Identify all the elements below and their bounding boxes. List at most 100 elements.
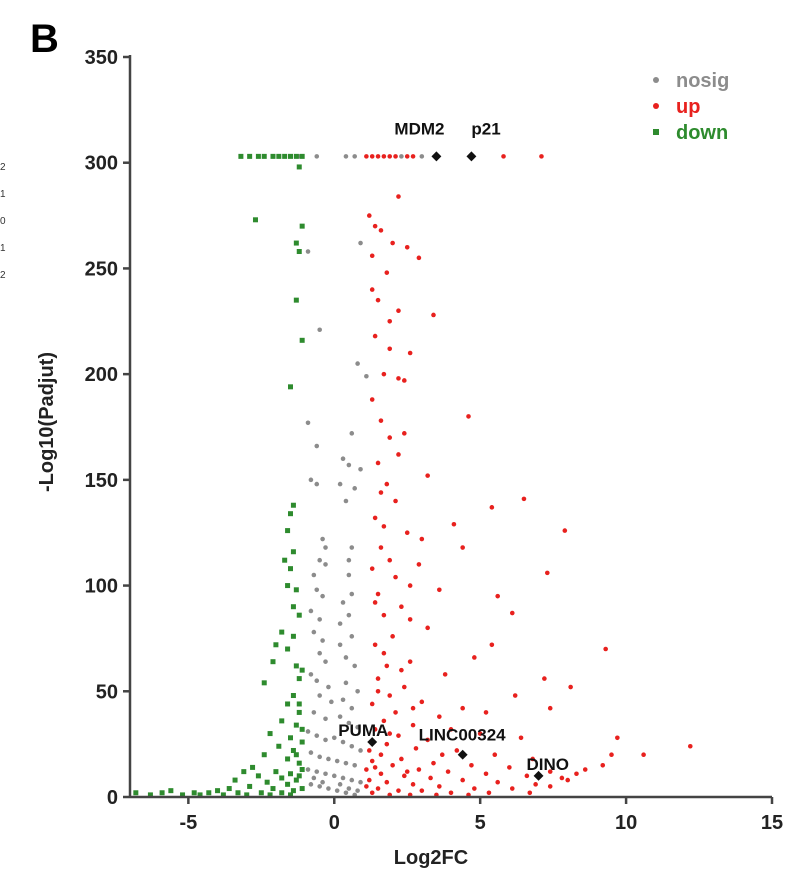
x-tick-label: 15	[761, 812, 783, 834]
data-point-down	[235, 790, 241, 796]
labeled-gene-point	[466, 151, 477, 162]
data-point-up	[416, 562, 422, 567]
gene-label: MDM2	[394, 119, 444, 138]
data-point-up	[387, 557, 393, 563]
data-point-up	[448, 727, 454, 732]
legend-label-up: up	[676, 96, 700, 118]
data-point-up	[495, 779, 500, 785]
data-point-nosig	[343, 680, 349, 686]
data-point-down	[168, 788, 174, 794]
data-point-nosig	[308, 608, 314, 614]
data-point-down	[279, 629, 285, 635]
data-point-down	[293, 722, 299, 728]
data-point-down	[270, 153, 276, 159]
data-point-up	[399, 604, 404, 610]
data-point-up	[609, 752, 614, 758]
data-point-up	[410, 154, 416, 159]
gene-label: DINO	[527, 755, 570, 774]
data-point-nosig	[343, 760, 349, 766]
data-point-down	[288, 735, 293, 741]
data-point-up	[364, 784, 369, 789]
data-point-up	[486, 790, 492, 796]
data-point-nosig	[314, 678, 320, 684]
data-point-down	[293, 297, 299, 303]
data-point-nosig	[352, 663, 358, 669]
data-point-nosig	[317, 617, 322, 622]
labeled-gene-point	[431, 151, 442, 162]
data-point-down	[206, 790, 212, 796]
data-point-down	[238, 153, 244, 159]
data-point-up	[372, 727, 378, 732]
data-point-nosig	[337, 621, 343, 626]
data-point-nosig	[308, 750, 314, 755]
data-point-nosig	[349, 705, 355, 711]
data-point-nosig	[331, 735, 337, 741]
side-marks: 2 1 0 1 2	[0, 162, 6, 281]
data-point-up	[545, 570, 550, 576]
legend-marker-up	[653, 103, 659, 109]
data-point-down	[255, 773, 261, 779]
data-point-down	[215, 788, 221, 794]
data-point-down	[264, 779, 270, 785]
data-point-down	[299, 667, 305, 673]
data-point-down	[288, 792, 293, 798]
data-point-down	[285, 781, 291, 787]
data-point-nosig	[343, 655, 349, 660]
data-point-down	[279, 775, 285, 781]
y-tick-label: 350	[85, 47, 118, 69]
data-point-up	[369, 253, 375, 259]
data-point-up	[402, 378, 407, 383]
data-point-nosig	[305, 249, 311, 254]
data-point-nosig	[340, 697, 346, 703]
data-point-up	[404, 154, 410, 159]
data-point-nosig	[337, 782, 343, 787]
data-point-up	[369, 758, 375, 764]
data-point-nosig	[331, 773, 337, 779]
data-point-up	[366, 213, 372, 218]
labeled-gene-point	[367, 737, 378, 747]
data-point-up	[437, 714, 442, 719]
data-point-up	[562, 528, 568, 533]
data-point-up	[495, 593, 500, 599]
data-point-down	[159, 790, 165, 796]
data-point-up	[372, 333, 378, 339]
data-point-up	[364, 154, 369, 159]
data-point-up	[393, 574, 398, 580]
data-point-nosig	[346, 462, 352, 468]
data-point-up	[390, 240, 395, 246]
data-point-down	[296, 709, 302, 715]
scatter-points	[133, 153, 693, 798]
data-point-nosig	[314, 769, 320, 774]
data-point-up	[410, 705, 416, 711]
data-point-up	[378, 771, 384, 777]
data-point-down	[252, 217, 258, 223]
data-point-up	[402, 773, 407, 779]
data-point-nosig	[358, 748, 363, 753]
data-point-nosig	[326, 684, 331, 690]
data-point-up	[369, 287, 375, 292]
data-point-nosig	[340, 739, 346, 745]
data-point-up	[574, 771, 579, 777]
data-point-nosig	[334, 758, 340, 764]
data-point-nosig	[340, 775, 346, 781]
data-point-nosig	[352, 486, 358, 491]
data-point-nosig	[352, 154, 358, 159]
data-point-up	[404, 530, 410, 536]
axes: 0 50 100 150 200 250 300 350 -5 0 5 10 15	[85, 47, 784, 834]
data-point-down	[285, 701, 291, 707]
data-point-up	[369, 701, 375, 707]
data-point-up	[381, 154, 387, 159]
y-tick-label: 300	[85, 153, 118, 175]
labeled-genes: MDM2 p21 PUMA LINC00324 DINO	[338, 119, 570, 781]
data-point-up	[603, 646, 608, 652]
data-point-nosig	[337, 714, 343, 719]
data-point-up	[489, 642, 495, 648]
data-point-up	[375, 460, 381, 466]
series-up	[364, 154, 693, 798]
data-point-nosig	[346, 572, 352, 578]
data-point-up	[477, 731, 483, 736]
data-point-down	[241, 769, 247, 775]
data-point-nosig	[343, 154, 349, 159]
data-point-up	[442, 672, 448, 677]
data-point-down	[293, 663, 299, 669]
